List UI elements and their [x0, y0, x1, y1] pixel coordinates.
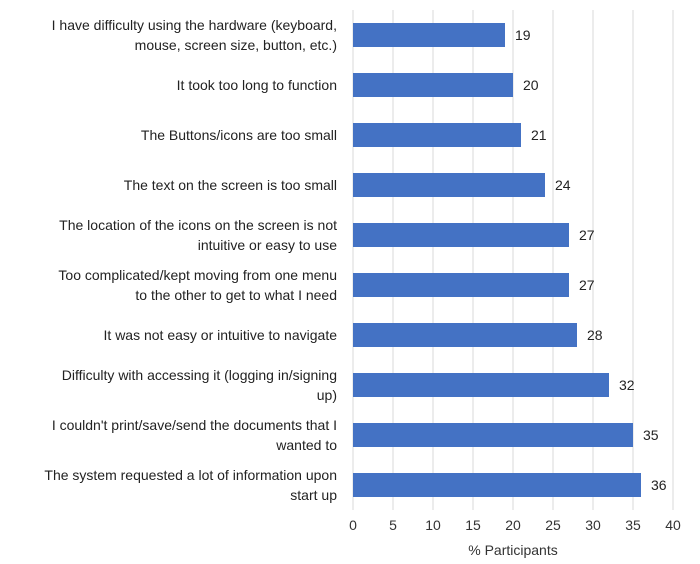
- bar: [353, 123, 521, 147]
- bar: [353, 73, 513, 97]
- category-label: The Buttons/icons are too small: [141, 127, 337, 143]
- category-label: It was not easy or intuitive to navigate: [104, 327, 338, 343]
- x-axis-tick-labels: 0 5 10 15 20 25 30 35 40: [349, 517, 681, 533]
- category-label: The text on the screen is too small: [124, 177, 337, 193]
- category-label: The system requested a lot of informatio…: [44, 467, 337, 503]
- bar: [353, 23, 505, 47]
- bar: [353, 323, 577, 347]
- x-tick-label: 0: [349, 517, 357, 533]
- bar: [353, 373, 609, 397]
- category-label: I have difficulty using the hardware (ke…: [52, 17, 337, 53]
- category-label: Too complicated/kept moving from one men…: [58, 267, 337, 303]
- data-labels: 19 20 21 24 27 27 28 32 35 36: [515, 27, 667, 493]
- category-label: It took too long to function: [177, 77, 337, 93]
- category-label: The location of the icons on the screen …: [59, 217, 337, 253]
- data-label: 35: [643, 427, 659, 443]
- data-label: 28: [587, 327, 603, 343]
- x-tick-label: 15: [465, 517, 481, 533]
- x-tick-label: 20: [505, 517, 521, 533]
- x-axis-title: % Participants: [468, 542, 557, 558]
- category-label: Difficulty with accessing it (logging in…: [62, 367, 337, 403]
- bar: [353, 273, 569, 297]
- data-label: 24: [555, 177, 571, 193]
- data-label: 36: [651, 477, 667, 493]
- x-tick-label: 40: [665, 517, 681, 533]
- data-label: 27: [579, 227, 595, 243]
- category-label: I couldn't print/save/send the documents…: [52, 417, 337, 453]
- data-label: 20: [523, 77, 539, 93]
- bar: [353, 423, 633, 447]
- x-tick-label: 30: [585, 517, 601, 533]
- data-label: 21: [531, 127, 547, 143]
- x-tick-label: 35: [625, 517, 641, 533]
- category-labels: I have difficulty using the hardware (ke…: [44, 17, 337, 503]
- data-label: 19: [515, 27, 531, 43]
- bar: [353, 223, 569, 247]
- bar: [353, 473, 641, 497]
- data-label: 32: [619, 377, 635, 393]
- data-label: 27: [579, 277, 595, 293]
- x-tick-label: 25: [545, 517, 561, 533]
- bars: [353, 23, 641, 497]
- bar: [353, 173, 545, 197]
- x-tick-label: 10: [425, 517, 441, 533]
- x-tick-label: 5: [389, 517, 397, 533]
